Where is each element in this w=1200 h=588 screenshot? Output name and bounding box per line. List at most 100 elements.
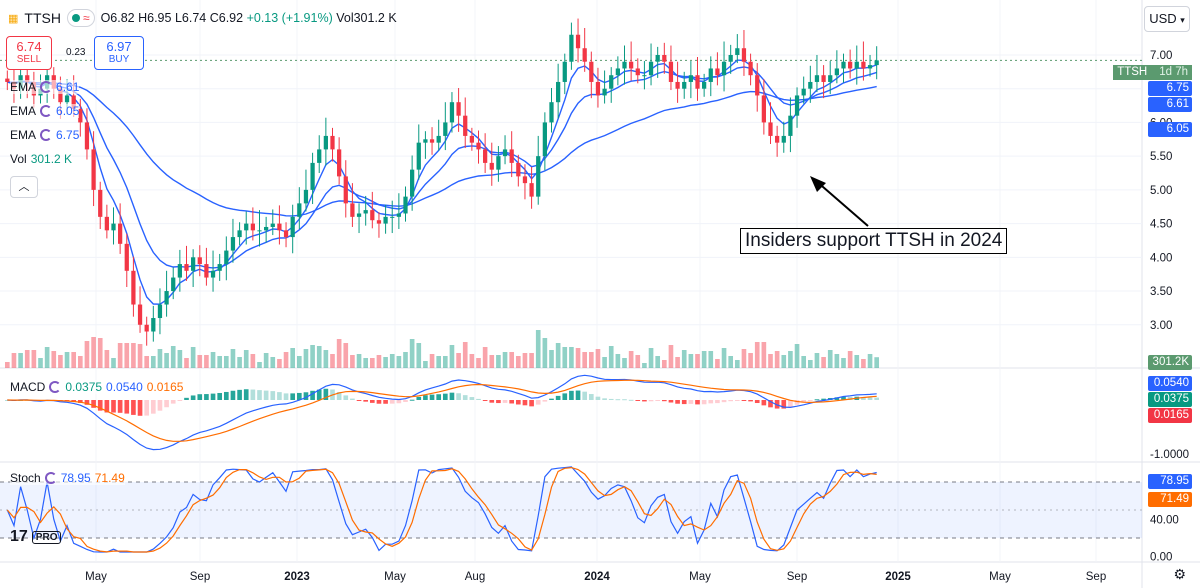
candle-body [483, 149, 488, 163]
macd-histogram-bar [496, 400, 501, 404]
buy-price: 6.97 [106, 39, 132, 54]
price-tick-label: 5.50 [1150, 151, 1172, 163]
macd-histogram-bar [781, 400, 787, 409]
macd-histogram-bar [695, 400, 700, 405]
legend-ema-2[interactable]: EMA 6.05 [10, 104, 80, 118]
candle-body [84, 122, 90, 150]
currency-selector[interactable]: USD ▾ [1144, 6, 1190, 32]
stoch-label-d: 71.49 [1148, 492, 1192, 507]
volume-bar [350, 355, 355, 368]
macd-histogram-bar [788, 400, 793, 408]
macd-histogram-bar [204, 394, 209, 400]
macd-histogram-bar [383, 400, 388, 404]
macd-histogram-bar [761, 400, 767, 406]
volume-bar [449, 345, 455, 368]
volume-bar [157, 349, 163, 368]
volume-bar [77, 356, 83, 368]
macd-histogram-bar [77, 400, 83, 403]
macd-histogram-bar [403, 400, 408, 402]
settings-gear-icon[interactable]: ⚙ [1173, 566, 1186, 582]
ohlc-readout: O6.82 H6.95 L6.74 C6.92 +0.13 (+1.91%) V… [101, 11, 397, 25]
macd-histogram-bar [197, 394, 203, 400]
volume-bar [184, 358, 189, 368]
sell-button[interactable]: 6.74 SELL [6, 36, 52, 70]
volume-bar [615, 354, 621, 368]
volume-bar [190, 347, 196, 368]
candle-body [834, 68, 839, 76]
candle-body [323, 135, 328, 150]
volume-bar [721, 348, 727, 368]
candle-body [502, 149, 508, 157]
legend-ema-3-name: EMA [10, 128, 37, 142]
candle-body [788, 115, 793, 136]
time-tick-label: May [384, 571, 406, 583]
volume-bar [18, 353, 23, 368]
volume-bar [522, 353, 528, 368]
candle-body [841, 61, 846, 69]
candle-body [609, 75, 614, 89]
macd-histogram-bar [754, 400, 760, 404]
buy-button[interactable]: 6.97 BUY [94, 36, 144, 70]
legend-stoch-v2: 71.49 [94, 471, 125, 485]
tradingview-logo[interactable]: 17 PRO [10, 528, 62, 546]
volume-bar [642, 363, 647, 368]
price-tick-label: 3.50 [1150, 286, 1172, 298]
refresh-icon [49, 381, 62, 393]
volume-bar [137, 344, 143, 368]
volume-bar [595, 349, 601, 368]
candle-body [151, 318, 156, 332]
legend-ema-2-value: 6.05 [56, 104, 80, 118]
macd-histogram-bar [588, 394, 594, 400]
macd-histogram-bar [369, 400, 375, 403]
legend-ema-3[interactable]: EMA 6.75 [10, 128, 80, 142]
candle-body [337, 149, 342, 177]
legend-macd[interactable]: MACD 0.0375 0.0540 0.0165 [10, 380, 184, 394]
collapse-legend-button[interactable]: ︿ [10, 176, 38, 198]
candle-body [410, 169, 415, 197]
candle-body [761, 95, 766, 123]
macd-histogram-bar [595, 396, 601, 400]
candle-body [702, 81, 707, 89]
volume-bar [648, 348, 654, 368]
volume-bar [24, 350, 30, 368]
macd-histogram-bar [668, 400, 674, 403]
time-tick-label: Sep [1086, 571, 1106, 583]
macd-histogram-bar [582, 391, 588, 400]
volume-bar [569, 347, 574, 368]
volume-bar [71, 352, 77, 368]
macd-histogram-bar [84, 400, 90, 405]
macd-histogram-bar [157, 400, 163, 411]
candle-body [775, 135, 780, 143]
volume-bar [754, 342, 760, 368]
volume-bar [469, 354, 475, 368]
legend-stoch[interactable]: Stoch 78.95 71.49 [10, 471, 125, 485]
volume-bar [263, 353, 269, 368]
status-pill[interactable]: ≈ [66, 9, 95, 27]
candle-body [210, 270, 216, 278]
symbol-name[interactable]: TTSH [24, 10, 61, 26]
candle-body [695, 75, 700, 89]
volume-bar [555, 343, 561, 368]
macd-histogram-bar [343, 395, 349, 400]
legend-volume[interactable]: Vol 301.2 K [10, 152, 73, 166]
candle-body [303, 189, 309, 204]
volume-bar [197, 355, 203, 368]
volume-bar [131, 343, 136, 368]
volume-bar [861, 359, 866, 368]
volume-bar [867, 354, 873, 368]
candle-body [556, 81, 561, 103]
macd-histogram-bar [469, 397, 475, 400]
candle-body [104, 216, 109, 231]
candle-body [78, 108, 83, 123]
candle-body [317, 149, 322, 163]
candle-body [549, 102, 554, 123]
candle-body [237, 230, 242, 238]
macd-histogram-bar [794, 400, 800, 405]
candle-body [204, 264, 209, 278]
candle-body [589, 61, 594, 82]
volume-bar [496, 355, 501, 368]
legend-ema-1[interactable]: EMA 6.61 [10, 80, 80, 94]
macd-histogram-bar [688, 400, 694, 404]
volume-bar [336, 339, 342, 368]
